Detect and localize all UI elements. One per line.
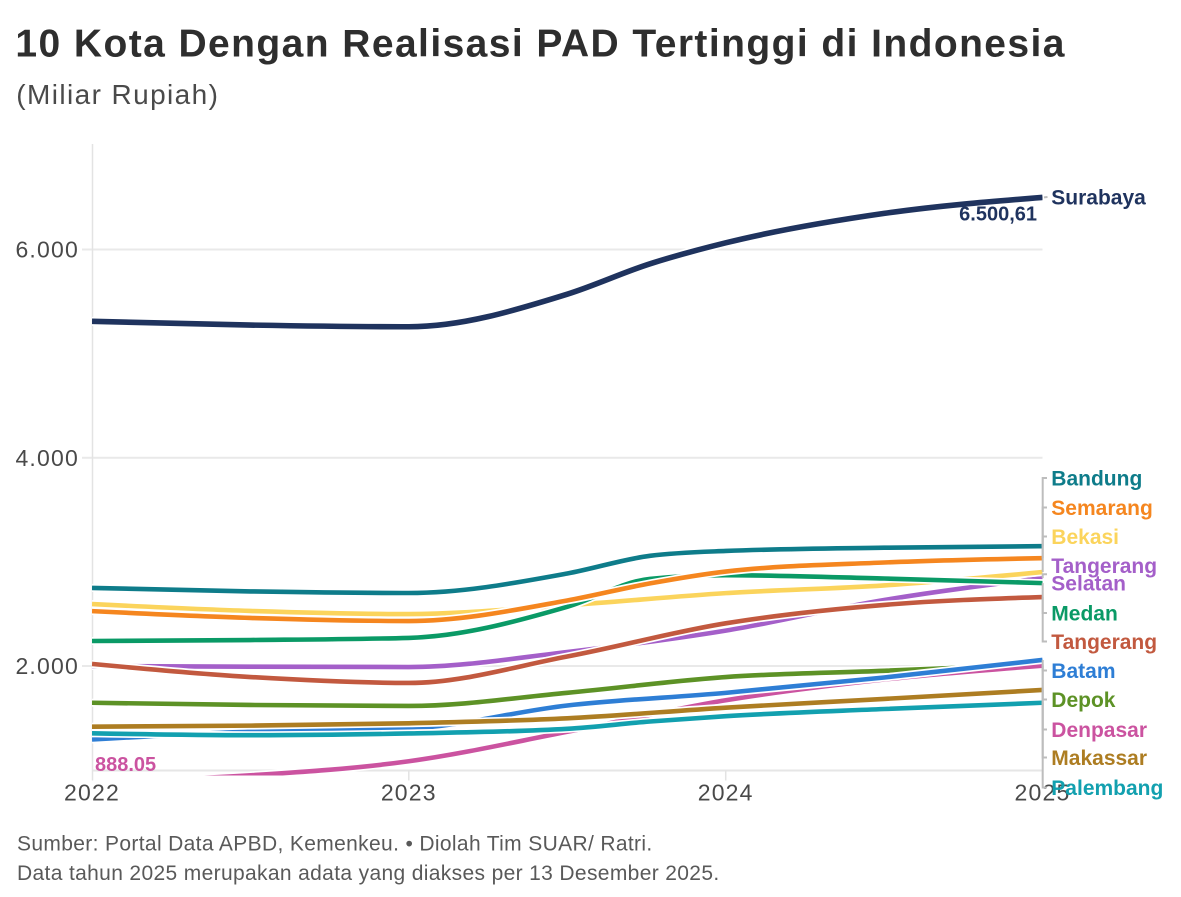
svg-text:Tangerang: Tangerang <box>1051 555 1157 578</box>
svg-text:Semarang: Semarang <box>1051 497 1153 520</box>
svg-text:888.05: 888.05 <box>95 754 156 776</box>
svg-text:2024: 2024 <box>698 780 754 806</box>
svg-text:Denpasar: Denpasar <box>1051 719 1147 742</box>
svg-text:(Miliar Rupiah): (Miliar Rupiah) <box>16 79 219 110</box>
svg-text:Data tahun 2025 merupakan adat: Data tahun 2025 merupakan adata yang dia… <box>17 862 720 885</box>
svg-text:4.000: 4.000 <box>15 445 79 471</box>
svg-text:Makassar: Makassar <box>1051 747 1147 770</box>
svg-text:Selatan: Selatan <box>1051 573 1126 596</box>
svg-text:2023: 2023 <box>381 780 437 806</box>
svg-text:6.000: 6.000 <box>15 237 79 263</box>
svg-text:6.500,61: 6.500,61 <box>959 204 1037 226</box>
svg-text:Bandung: Bandung <box>1051 468 1142 491</box>
svg-text:Depok: Depok <box>1051 689 1116 712</box>
svg-text:Surabaya: Surabaya <box>1051 187 1146 210</box>
svg-text:2022: 2022 <box>64 780 120 806</box>
svg-text:Tangerang: Tangerang <box>1051 631 1157 654</box>
svg-text:10 Kota Dengan Realisasi PAD T: 10 Kota Dengan Realisasi PAD Tertinggi d… <box>15 23 1066 66</box>
svg-text:Palembang: Palembang <box>1051 777 1163 800</box>
svg-text:Batam: Batam <box>1051 660 1115 683</box>
svg-text:2.000: 2.000 <box>15 653 79 679</box>
svg-text:Medan: Medan <box>1051 603 1118 626</box>
svg-text:Sumber: Portal Data APBD, Keme: Sumber: Portal Data APBD, Kemenkeu. • Di… <box>17 833 653 856</box>
svg-text:Bekasi: Bekasi <box>1051 526 1119 549</box>
